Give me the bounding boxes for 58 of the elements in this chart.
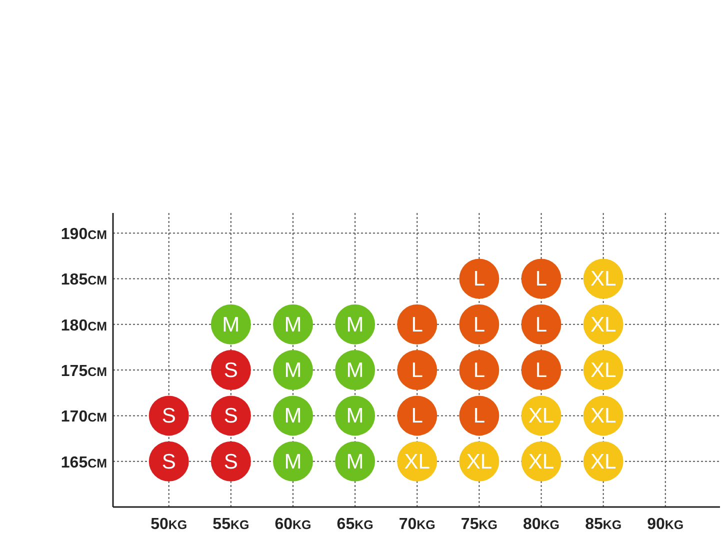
x-tick-label: 75KG bbox=[460, 516, 498, 533]
point bbox=[397, 304, 438, 344]
text: L bbox=[535, 359, 548, 382]
x-tick-label: 50KG bbox=[150, 516, 188, 533]
point bbox=[397, 350, 438, 390]
y-tick-label: 165CM bbox=[60, 454, 107, 472]
point bbox=[459, 396, 500, 436]
text: L bbox=[411, 404, 423, 428]
text: L bbox=[535, 313, 548, 336]
point bbox=[459, 258, 500, 299]
text: L bbox=[473, 313, 486, 336]
text: S bbox=[162, 450, 176, 474]
text: L bbox=[535, 268, 548, 291]
point bbox=[459, 350, 500, 390]
text: XL bbox=[590, 268, 616, 291]
x-tick-label: 85KG bbox=[585, 516, 622, 533]
text: XL bbox=[590, 359, 616, 382]
y-tick-label: 180CM bbox=[60, 317, 107, 334]
text: M bbox=[284, 450, 302, 474]
series-label: S bbox=[162, 404, 176, 428]
text: L bbox=[473, 268, 486, 291]
text: S bbox=[224, 450, 238, 474]
series-label: XL bbox=[404, 450, 430, 474]
text: M bbox=[346, 359, 364, 382]
point bbox=[459, 304, 500, 344]
point bbox=[397, 396, 438, 436]
y-tick-label: 175CM bbox=[60, 363, 107, 380]
text: XL bbox=[528, 404, 554, 428]
point bbox=[521, 350, 562, 390]
text: M bbox=[284, 359, 302, 382]
text: M bbox=[284, 404, 302, 428]
text: XL bbox=[528, 450, 554, 474]
y-tick-label: 185CM bbox=[60, 272, 107, 289]
series-label: L bbox=[411, 359, 423, 382]
point bbox=[521, 304, 562, 344]
text: M bbox=[346, 450, 364, 474]
x-tick-label: 80KG bbox=[523, 516, 560, 533]
text: XL bbox=[590, 404, 616, 428]
text: XL bbox=[590, 450, 616, 474]
x-tick-label: 70KG bbox=[398, 516, 436, 533]
text: L bbox=[411, 313, 423, 336]
text: L bbox=[473, 404, 486, 428]
point bbox=[521, 258, 562, 299]
text: XL bbox=[590, 313, 616, 336]
text: L bbox=[473, 359, 486, 382]
y-tick-label: 170CM bbox=[60, 408, 107, 426]
text: S bbox=[224, 359, 238, 382]
series-label: M bbox=[222, 313, 240, 336]
x-tick-label: 90KG bbox=[647, 516, 684, 533]
x-tick-label: 55KG bbox=[212, 516, 250, 533]
x-tick-label: 65KG bbox=[336, 516, 374, 533]
text: S bbox=[224, 404, 238, 428]
y-tick-label: 190CM bbox=[60, 226, 107, 244]
text: XL bbox=[466, 450, 492, 474]
text: M bbox=[346, 313, 364, 336]
x-tick-label: 60KG bbox=[274, 516, 312, 533]
text: M bbox=[346, 404, 364, 428]
text: M bbox=[284, 313, 302, 336]
